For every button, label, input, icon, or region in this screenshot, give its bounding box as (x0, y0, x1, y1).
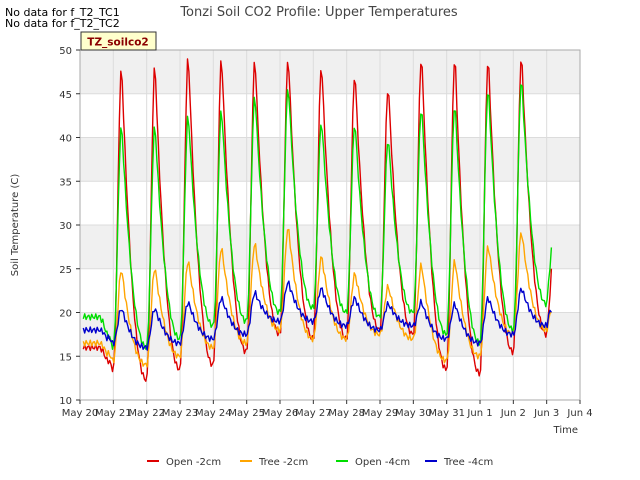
y-tick-label: 50 (59, 46, 72, 57)
x-tick-label: Jun 4 (566, 408, 592, 419)
x-tick-label: May 31 (428, 408, 465, 419)
x-tick-label: May 23 (162, 408, 199, 419)
y-tick-label: 40 (59, 134, 72, 145)
y-tick-label: 20 (59, 309, 72, 320)
x-tick-label: May 22 (128, 408, 165, 419)
y-tick-label: 10 (59, 396, 72, 407)
grid-band (80, 50, 580, 94)
series-line-tree-4cm (82, 280, 552, 351)
legend-label: Open -2cm (166, 457, 221, 468)
legend: Open -2cm Tree -2cm Open -4cm Tree -4cm (147, 457, 493, 468)
badge-label: TZ_soilco2 (87, 37, 148, 49)
x-tick-label: May 21 (95, 408, 132, 419)
y-tick-label: 35 (59, 177, 72, 188)
legend-label: Tree -4cm (443, 457, 493, 468)
no-data-note-1: No data for f_T2_TC1 (5, 6, 120, 19)
x-tick-label: May 27 (295, 408, 332, 419)
legend-label: Tree -2cm (258, 457, 308, 468)
badge: TZ_soilco2 (80, 31, 157, 51)
y-tick-label: 15 (59, 352, 72, 363)
x-tick-label: Jun 2 (500, 408, 526, 419)
x-tick-label: Jun 1 (466, 408, 492, 419)
x-tick-label: Jun 3 (533, 408, 559, 419)
chart-title: Tonzi Soil CO2 Profile: Upper Temperatur… (179, 5, 458, 20)
x-tick-label: May 30 (395, 408, 432, 419)
x-axis-label: Time (553, 425, 578, 436)
x-tick-label: May 20 (62, 408, 99, 419)
legend-label: Open -4cm (355, 457, 410, 468)
y-axis-label: Soil Temperature (C) (10, 174, 21, 277)
x-tick-label: May 29 (362, 408, 399, 419)
series-line-open-4cm (82, 84, 553, 350)
no-data-note-2: No data for f_T2_TC2 (5, 17, 120, 30)
x-tick-label: May 25 (228, 408, 265, 419)
y-tick-label: 30 (59, 221, 72, 232)
x-tick-label: May 26 (262, 408, 299, 419)
y-tick-label: 45 (59, 90, 72, 101)
grid-band (80, 137, 580, 182)
x-tick-label: May 24 (195, 408, 232, 419)
y-tick-label: 25 (59, 265, 72, 276)
grid-band (80, 312, 580, 357)
x-tick-label: May 28 (328, 408, 365, 419)
